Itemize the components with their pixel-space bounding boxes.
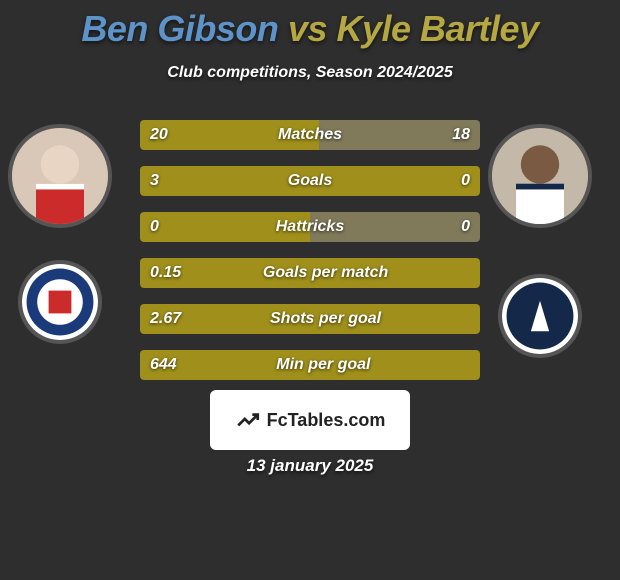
brand-icon (235, 407, 261, 433)
left-value: 20 (150, 126, 168, 144)
stat-row: 3 Goals 0 (140, 166, 480, 196)
right-value: 0 (461, 218, 470, 236)
date-label: 13 january 2025 (0, 456, 620, 476)
metric-label: Goals (288, 172, 332, 190)
stats-area: 20 Matches 18 3 Goals 0 0 Hattricks 0 0.15 Goals p… (140, 120, 480, 396)
player1-name: Ben Gibson (81, 8, 278, 49)
page-title: Ben Gibson vs Kyle Bartley (0, 0, 620, 50)
stat-row: 2.67 Shots per goal (140, 304, 480, 334)
player1-photo (8, 124, 112, 228)
metric-label: Matches (278, 126, 342, 144)
right-value: 18 (452, 126, 470, 144)
right-value: 0 (461, 172, 470, 190)
subtitle: Club competitions, Season 2024/2025 (0, 64, 620, 82)
player2-name: Kyle Bartley (336, 8, 538, 49)
metric-label: Min per goal (276, 356, 370, 374)
left-value: 3 (150, 172, 159, 190)
stat-row: 0 Hattricks 0 (140, 212, 480, 242)
left-value: 0.15 (150, 264, 181, 282)
left-value: 2.67 (150, 310, 181, 328)
player2-photo (488, 124, 592, 228)
left-value: 0 (150, 218, 159, 236)
stat-row: 20 Matches 18 (140, 120, 480, 150)
stat-row: 644 Min per goal (140, 350, 480, 380)
player2-club-badge (498, 274, 582, 358)
metric-label: Goals per match (263, 264, 388, 282)
metric-label: Hattricks (276, 218, 344, 236)
left-value: 644 (150, 356, 177, 374)
vs-word: vs (288, 8, 327, 49)
player1-club-badge (18, 260, 102, 344)
brand-box: FcTables.com (210, 390, 410, 450)
stat-row: 0.15 Goals per match (140, 258, 480, 288)
metric-label: Shots per goal (270, 310, 381, 328)
brand-text: FcTables.com (267, 410, 386, 431)
